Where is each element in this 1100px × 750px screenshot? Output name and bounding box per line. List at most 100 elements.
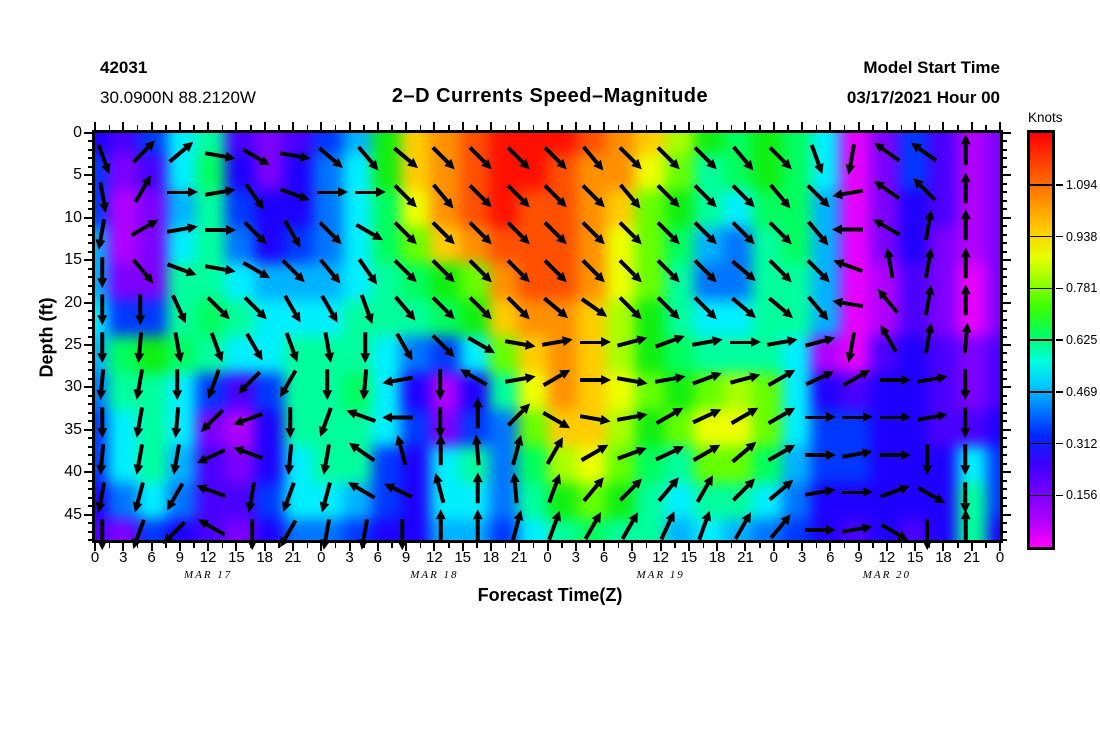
x-day-label: MAR 20 bbox=[862, 569, 912, 581]
current-vector-arrow bbox=[506, 296, 524, 314]
x-major-tick-top bbox=[772, 122, 775, 130]
colorbar-tick-dash bbox=[1056, 494, 1063, 496]
current-vector-arrow bbox=[100, 294, 105, 316]
current-vector-arrow bbox=[355, 222, 375, 237]
current-vector-arrow bbox=[543, 183, 562, 201]
y-minor-tick-right bbox=[1003, 369, 1007, 372]
x-minor-tick-top bbox=[561, 125, 563, 130]
current-vector-arrow bbox=[769, 183, 786, 202]
current-vector-arrow bbox=[394, 295, 411, 314]
x-major-tick-top bbox=[546, 122, 549, 130]
current-vector-arrow bbox=[468, 183, 487, 201]
y-minor-tick bbox=[88, 327, 92, 330]
x-minor-tick-top bbox=[928, 125, 931, 130]
current-vector-arrow bbox=[656, 483, 674, 502]
model-start-value: 03/17/2021 Hour 00 bbox=[846, 88, 1000, 107]
x-minor-tick bbox=[815, 543, 818, 548]
y-minor-tick bbox=[88, 318, 92, 321]
current-vector-arrow bbox=[543, 296, 562, 313]
current-vector-arrow bbox=[693, 146, 712, 164]
current-vector-arrow bbox=[658, 519, 672, 541]
y-minor-tick bbox=[88, 377, 92, 380]
current-vector-arrow bbox=[923, 256, 932, 278]
x-minor-tick bbox=[589, 543, 591, 548]
current-vector-arrow bbox=[619, 183, 636, 202]
current-vector-arrow bbox=[963, 406, 967, 428]
heatmap-cell bbox=[371, 336, 402, 374]
colorbar-tick bbox=[1030, 287, 1052, 289]
heatmap-cell bbox=[752, 190, 782, 227]
x-minor-tick-top bbox=[193, 125, 195, 130]
heatmap-cell bbox=[840, 190, 870, 227]
current-vector-arrow bbox=[504, 376, 526, 384]
y-minor-tick-right bbox=[1003, 530, 1007, 533]
current-vector-arrow bbox=[768, 221, 787, 239]
heatmap-cell bbox=[986, 373, 1000, 410]
y-minor-tick-right bbox=[1003, 377, 1007, 380]
y-tick-label: 15 bbox=[64, 251, 82, 269]
current-vector-arrow bbox=[848, 144, 857, 166]
current-vector-arrow bbox=[504, 338, 526, 346]
current-vector-arrow bbox=[205, 522, 225, 537]
current-vector-arrow bbox=[917, 485, 938, 500]
current-vector-arrow bbox=[693, 296, 712, 314]
heatmap-cell bbox=[928, 336, 958, 374]
y-minor-tick-right bbox=[1003, 420, 1007, 423]
x-minor-tick bbox=[957, 543, 959, 548]
y-major-tick-right bbox=[1003, 471, 1011, 474]
heatmap-cell bbox=[488, 190, 519, 227]
x-major-tick-top bbox=[122, 122, 125, 130]
y-major-tick bbox=[84, 513, 92, 516]
x-minor-tick bbox=[900, 543, 903, 548]
current-vector-arrow bbox=[616, 337, 639, 347]
current-vector-arrow bbox=[431, 258, 449, 276]
y-major-tick bbox=[84, 216, 92, 219]
x-minor-tick bbox=[872, 543, 874, 548]
colorbar-tick bbox=[1030, 235, 1052, 238]
current-vector-arrow bbox=[393, 146, 412, 163]
x-tick-label: 15 bbox=[228, 549, 245, 566]
x-tick-label: 9 bbox=[175, 549, 185, 566]
current-vector-arrow bbox=[581, 183, 599, 201]
x-major-tick-top bbox=[433, 122, 436, 130]
x-tick-label: 0 bbox=[769, 549, 778, 566]
current-vector-arrow bbox=[848, 331, 857, 353]
y-major-tick-right bbox=[1003, 301, 1011, 304]
current-vector-arrow bbox=[963, 144, 967, 166]
current-vector-arrow bbox=[806, 295, 824, 314]
current-vector-arrow bbox=[880, 522, 900, 537]
current-vector-arrow bbox=[916, 376, 939, 384]
x-tick-label: 6 bbox=[373, 549, 382, 566]
current-vector-arrow bbox=[581, 145, 599, 164]
heatmap-cell bbox=[137, 226, 167, 264]
current-vector-arrow bbox=[730, 259, 750, 276]
colorbar-tick bbox=[1030, 494, 1052, 496]
current-vector-arrow bbox=[136, 369, 144, 391]
heatmap-cell bbox=[811, 133, 841, 154]
y-minor-tick-right bbox=[1003, 505, 1007, 508]
current-vector-arrow bbox=[99, 444, 106, 466]
x-minor-tick-top bbox=[843, 125, 846, 130]
x-major-tick-top bbox=[291, 122, 294, 130]
model-start-label: Model Start Time bbox=[863, 58, 1000, 77]
current-vector-arrow bbox=[361, 519, 369, 541]
x-tick-label: 21 bbox=[510, 549, 528, 566]
y-minor-tick-right bbox=[1003, 250, 1007, 253]
x-minor-tick bbox=[787, 543, 789, 548]
current-vector-arrow bbox=[167, 262, 188, 273]
current-vector-arrow bbox=[769, 520, 786, 539]
y-minor-tick-right bbox=[1003, 403, 1007, 406]
colorbar-tick-label: 1.094 bbox=[1066, 177, 1098, 192]
current-vector-arrow bbox=[879, 378, 901, 382]
x-minor-tick bbox=[108, 543, 111, 548]
y-tick-label: 20 bbox=[64, 293, 82, 311]
current-vector-arrow bbox=[842, 262, 863, 273]
heatmap-cell bbox=[488, 153, 519, 191]
x-minor-tick-top bbox=[645, 125, 648, 130]
current-vector-arrow bbox=[918, 183, 937, 201]
current-vector-arrow bbox=[693, 183, 712, 201]
x-minor-tick-top bbox=[419, 125, 422, 130]
heatmap-cell bbox=[723, 263, 753, 300]
x-major-tick-top bbox=[999, 122, 1001, 130]
y-minor-tick-right bbox=[1003, 191, 1007, 194]
